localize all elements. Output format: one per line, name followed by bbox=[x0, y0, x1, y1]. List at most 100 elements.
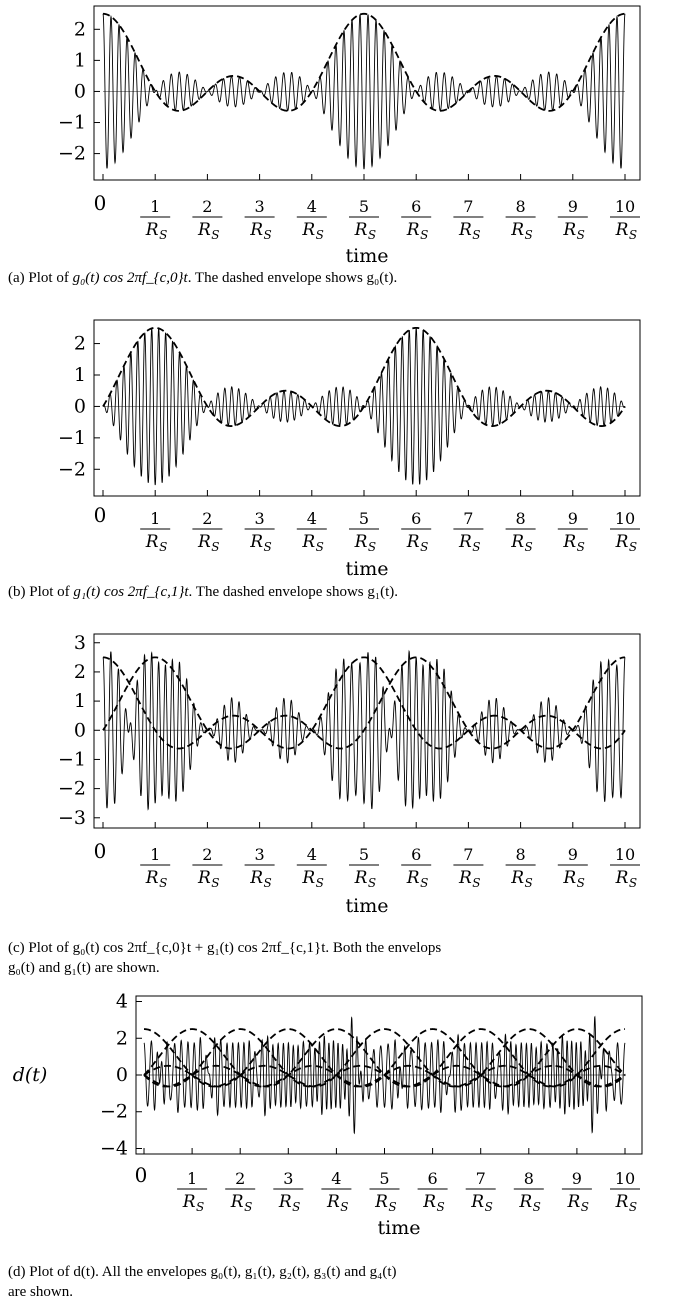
x-tick-denominator-sub-a: S bbox=[577, 228, 585, 242]
x-tick-denominator-sub-c: S bbox=[472, 876, 480, 890]
y-tick-label-b: −1 bbox=[58, 427, 86, 449]
y-tick-label-b: 1 bbox=[74, 364, 86, 386]
x-tick-denominator-sub-b: S bbox=[577, 540, 585, 554]
x-tick-denominator-a: R bbox=[510, 220, 524, 240]
x-tick-denominator-sub-b: S bbox=[368, 540, 376, 554]
x-tick-denominator-a: R bbox=[562, 220, 576, 240]
y-tick-label-a: −2 bbox=[58, 143, 86, 165]
x-axis-label-a: time bbox=[346, 245, 389, 267]
x-tick-denominator-sub-c: S bbox=[316, 876, 324, 890]
x-tick-denominator-sub-d: S bbox=[581, 1200, 589, 1214]
x-tick-label-b: 0 bbox=[94, 503, 107, 527]
x-tick-denominator-sub-a: S bbox=[159, 228, 167, 242]
x-tick-denominator-sub-d: S bbox=[196, 1200, 204, 1214]
x-tick-denominator-c: R bbox=[510, 868, 524, 888]
x-tick-label-c: 2 bbox=[202, 845, 212, 864]
x-tick-denominator-sub-a: S bbox=[524, 228, 532, 242]
x-tick-denominator-sub-a: S bbox=[211, 228, 219, 242]
x-tick-label-b: 10 bbox=[615, 509, 635, 528]
x-tick-denominator-sub-c: S bbox=[577, 876, 585, 890]
x-tick-denominator-a: R bbox=[406, 220, 420, 240]
x-tick-denominator-a: R bbox=[458, 220, 472, 240]
x-tick-denominator-sub-a: S bbox=[263, 228, 271, 242]
x-tick-denominator-sub-d: S bbox=[388, 1200, 396, 1214]
x-tick-denominator-sub-c: S bbox=[159, 876, 167, 890]
caption-d-line1: (d) Plot of d(t). All the envelopes g₀(t… bbox=[8, 1264, 397, 1280]
caption-c-line1: (c) Plot of g₀(t) cos 2πf_{c,0}t + g₁(t)… bbox=[8, 940, 442, 956]
y-tick-label-c: −1 bbox=[58, 748, 86, 770]
x-tick-denominator-a: R bbox=[301, 220, 315, 240]
x-tick-denominator-b: R bbox=[406, 532, 420, 552]
x-tick-denominator-sub-b: S bbox=[159, 540, 167, 554]
x-tick-denominator-sub-d: S bbox=[533, 1200, 541, 1214]
x-tick-denominator-c: R bbox=[562, 868, 576, 888]
x-tick-label-a: 9 bbox=[568, 197, 578, 216]
x-tick-label-a: 1 bbox=[150, 197, 160, 216]
x-tick-label-a: 8 bbox=[516, 197, 526, 216]
signal-line-a bbox=[102, 13, 626, 170]
x-tick-label-c: 4 bbox=[307, 845, 317, 864]
x-tick-denominator-d: R bbox=[470, 1192, 484, 1212]
y-tick-label-d: 0 bbox=[116, 1064, 128, 1086]
y-tick-label-d: 4 bbox=[116, 991, 128, 1013]
x-tick-denominator-b: R bbox=[197, 532, 211, 552]
x-tick-denominator-d: R bbox=[182, 1192, 196, 1212]
x-tick-denominator-c: R bbox=[615, 868, 629, 888]
y-tick-label-a: −1 bbox=[58, 112, 86, 134]
x-tick-label-b: 2 bbox=[202, 509, 212, 528]
x-tick-label-d: 1 bbox=[187, 1169, 197, 1188]
x-tick-denominator-a: R bbox=[615, 220, 629, 240]
x-tick-denominator-b: R bbox=[354, 532, 368, 552]
x-tick-denominator-a: R bbox=[249, 220, 263, 240]
x-tick-label-a: 7 bbox=[463, 197, 473, 216]
y-tick-label-c: −3 bbox=[58, 807, 86, 829]
envelope-line-d bbox=[143, 1028, 626, 1088]
x-tick-denominator-d: R bbox=[374, 1192, 388, 1212]
caption-b: (b) Plot of g₁(t) cos 2πf_{c,1}t. The da… bbox=[8, 584, 399, 600]
x-tick-denominator-sub-c: S bbox=[211, 876, 219, 890]
x-tick-label-d: 6 bbox=[428, 1169, 438, 1188]
x-tick-denominator-sub-b: S bbox=[629, 540, 637, 554]
x-tick-denominator-c: R bbox=[197, 868, 211, 888]
x-tick-denominator-sub-b: S bbox=[263, 540, 271, 554]
x-tick-label-c: 6 bbox=[411, 845, 421, 864]
y-axis-label-d: d(t) bbox=[13, 1064, 48, 1086]
y-tick-label-d: −2 bbox=[100, 1101, 128, 1123]
x-tick-label-a: 0 bbox=[94, 191, 107, 215]
x-tick-denominator-b: R bbox=[249, 532, 263, 552]
x-tick-denominator-d: R bbox=[278, 1192, 292, 1212]
x-tick-denominator-b: R bbox=[615, 532, 629, 552]
plot-frame-c bbox=[93, 633, 641, 829]
x-tick-denominator-sub-a: S bbox=[316, 228, 324, 242]
x-tick-label-d: 0 bbox=[135, 1163, 148, 1187]
x-tick-denominator-a: R bbox=[145, 220, 159, 240]
x-tick-denominator-c: R bbox=[354, 868, 368, 888]
x-tick-denominator-sub-d: S bbox=[340, 1200, 348, 1214]
x-tick-label-c: 3 bbox=[255, 845, 265, 864]
y-tick-label-c: 3 bbox=[74, 632, 86, 654]
x-axis-label-d: time bbox=[378, 1217, 421, 1239]
x-tick-denominator-sub-b: S bbox=[211, 540, 219, 554]
x-tick-label-c: 0 bbox=[94, 839, 107, 863]
x-tick-label-d: 3 bbox=[283, 1169, 293, 1188]
envelope-line-a bbox=[102, 12, 626, 112]
x-tick-denominator-a: R bbox=[197, 220, 211, 240]
x-tick-denominator-d: R bbox=[230, 1192, 244, 1212]
y-tick-label-a: 1 bbox=[74, 49, 86, 71]
x-tick-label-c: 1 bbox=[150, 845, 160, 864]
y-tick-label-b: −2 bbox=[58, 458, 86, 480]
x-tick-denominator-sub-c: S bbox=[629, 876, 637, 890]
x-tick-denominator-d: R bbox=[566, 1192, 580, 1212]
x-tick-denominator-c: R bbox=[145, 868, 159, 888]
caption-a: (a) Plot of g₀(t) cos 2πf_{c,0}t. The da… bbox=[8, 270, 398, 286]
x-tick-denominator-b: R bbox=[562, 532, 576, 552]
x-tick-denominator-b: R bbox=[458, 532, 472, 552]
caption-d: (d) Plot of d(t). All the envelopes g₀(t… bbox=[8, 1262, 668, 1302]
plot-frame-b bbox=[93, 319, 641, 497]
x-tick-denominator-sub-d: S bbox=[244, 1200, 252, 1214]
x-tick-label-b: 7 bbox=[463, 509, 473, 528]
